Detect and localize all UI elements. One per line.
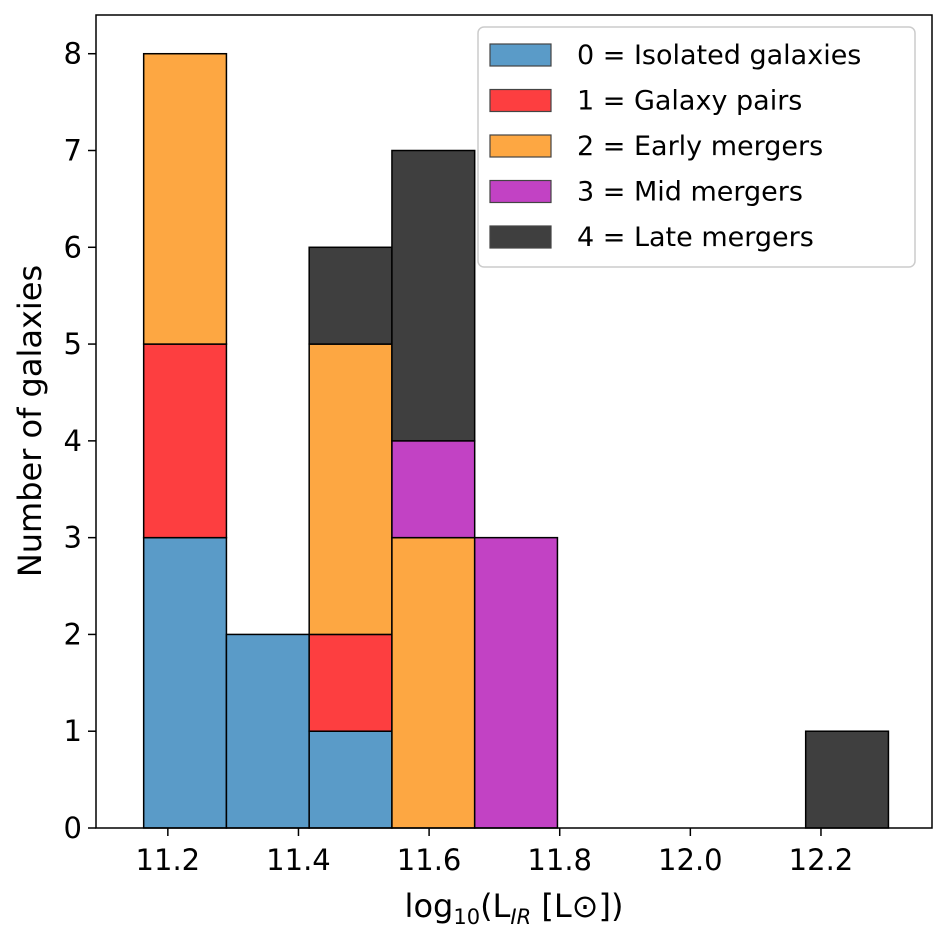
y-axis-label: Number of galaxies: [11, 265, 49, 577]
x-axis-label-sub-10: 10: [453, 905, 480, 929]
x-tick-label: 12.2: [789, 843, 854, 877]
legend-label-0: 0 = Isolated galaxies: [577, 40, 861, 71]
bar-series-4-bin-2: [308, 246, 393, 345]
x-axis-label-units: [L⊙]): [531, 887, 623, 925]
y-tick-label: 5: [64, 327, 82, 361]
bar-series-4-bin-3: [391, 149, 476, 442]
legend-box: [477, 26, 916, 268]
bar-series-3-bin-3: [391, 440, 476, 539]
legend-swatch-1: [489, 88, 552, 113]
legend-swatch-3: [489, 179, 552, 204]
y-tick-label: 3: [64, 521, 82, 555]
x-tick-label: 11.6: [397, 843, 462, 877]
y-axis: 0 1 2 3 4 5 6 7 8: [64, 37, 96, 845]
legend-swatch-2: [489, 134, 552, 158]
legend-label-1: 1 = Galaxy pairs: [577, 86, 802, 117]
bar-series-4-bin-8: [804, 730, 890, 829]
y-tick-label: 4: [64, 424, 82, 458]
y-tick-label: 0: [64, 811, 82, 845]
x-tick-label: 11.8: [527, 843, 592, 877]
x-tick-label: 12.0: [658, 843, 723, 877]
x-axis-label-sub-ir: IR: [510, 905, 531, 929]
bar-series-2-bin-2: [308, 343, 393, 636]
legend-label-4: 4 = Late mergers: [577, 222, 814, 253]
bar-series-2-bin-0: [142, 52, 228, 345]
bar-series-1-bin-2: [308, 633, 393, 732]
x-tick-label: 11.4: [266, 843, 331, 877]
y-tick-label: 7: [64, 134, 82, 168]
x-axis: 11.2 11.4 11.6 11.8 12.0 12.2: [136, 828, 854, 877]
legend: 0 = Isolated galaxies 1 = Galaxy pairs 2 =…: [477, 26, 916, 268]
x-axis-label-l: (L: [480, 887, 510, 925]
y-tick-label: 8: [64, 37, 82, 71]
histogram-bars: [142, 52, 890, 829]
y-tick-label: 2: [64, 617, 82, 651]
legend-label-3: 3 = Mid mergers: [577, 177, 803, 208]
bar-series-0-bin-0: [142, 536, 228, 829]
legend-swatch-0: [489, 43, 552, 67]
y-tick-label: 6: [64, 230, 82, 264]
legend-label-2: 2 = Early mergers: [577, 131, 823, 162]
x-axis-label: log10(LIR [L⊙]): [405, 887, 624, 929]
plot-frame: [95, 14, 933, 829]
bar-series-3-bin-4: [473, 536, 559, 829]
bar-series-1-bin-0: [142, 343, 228, 539]
bar-series-2-bin-3: [391, 536, 476, 829]
legend-swatch-4: [489, 225, 552, 249]
bar-series-0-bin-1: [225, 633, 310, 829]
y-tick-label: 1: [64, 714, 82, 748]
x-tick-label: 11.2: [136, 843, 201, 877]
bar-series-0-bin-2: [308, 730, 393, 829]
x-axis-label-log: log: [405, 887, 454, 925]
